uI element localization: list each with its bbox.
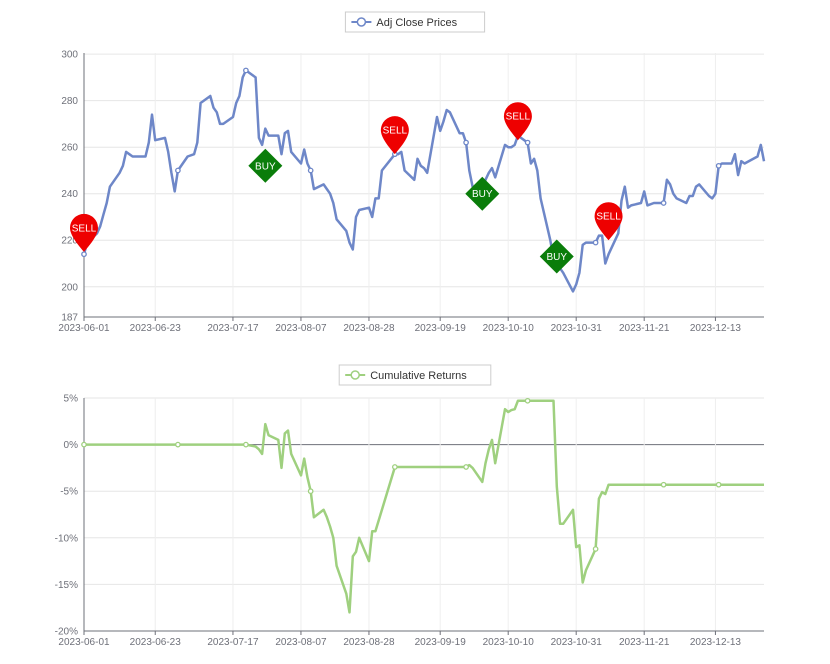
y-tick-label: 280 bbox=[61, 96, 78, 107]
buy-signal-marker: BUY bbox=[248, 148, 283, 183]
x-tick-label: 2023-06-23 bbox=[130, 637, 182, 648]
x-tick-label: 2023-08-28 bbox=[343, 323, 395, 334]
y-tick-label: 300 bbox=[61, 50, 78, 61]
y-tick-label: -10% bbox=[55, 533, 78, 544]
legend-box bbox=[338, 364, 492, 386]
x-tick-label: 2023-06-01 bbox=[58, 637, 110, 648]
data-point-marker bbox=[463, 464, 469, 470]
y-tick-label: 187 bbox=[61, 313, 78, 324]
sell-pin-shape bbox=[380, 116, 409, 155]
signal-label: SELL bbox=[596, 212, 621, 223]
data-point-marker bbox=[175, 167, 181, 174]
returns-chart: -20% -15% -10% -5% 0% 5% 2023-06-01 2023-06-23 2… bbox=[55, 364, 764, 648]
x-tick-label: 2023-12-13 bbox=[690, 323, 742, 334]
legend-swatch-marker bbox=[356, 17, 367, 27]
y-tick-label: 200 bbox=[61, 282, 78, 293]
y-tick-label: 0% bbox=[64, 440, 79, 451]
x-tick-label: 2023-10-31 bbox=[551, 637, 603, 648]
x-tick-label: 2023-11-21 bbox=[619, 323, 670, 334]
data-point-marker bbox=[243, 441, 249, 448]
legend-box bbox=[344, 11, 486, 33]
y-tick-label: -15% bbox=[55, 580, 78, 591]
data-point-marker bbox=[715, 481, 722, 488]
y-tick-label: 260 bbox=[61, 143, 78, 154]
data-point-marker bbox=[660, 200, 667, 206]
legend[interactable]: Adj Close Prices bbox=[344, 11, 486, 33]
data-point-marker bbox=[524, 139, 531, 146]
sell-signal-marker: SELL bbox=[380, 116, 409, 155]
data-point-marker bbox=[715, 162, 722, 169]
x-tick-label: 2023-10-10 bbox=[483, 637, 535, 648]
buy-signal-marker: BUY bbox=[465, 176, 500, 211]
legend-label: Adj Close Prices bbox=[376, 17, 457, 29]
series-line bbox=[84, 399, 764, 614]
series-line bbox=[82, 69, 766, 293]
x-tick-label: 2023-07-17 bbox=[207, 323, 259, 334]
data-point-marker bbox=[307, 167, 314, 174]
data-point-marker bbox=[592, 546, 599, 552]
data-point-marker bbox=[592, 239, 599, 246]
y-tick-label: 240 bbox=[61, 189, 78, 200]
signal-label: SELL bbox=[383, 126, 408, 137]
y-tick-label: -5% bbox=[60, 487, 78, 498]
data-point-marker bbox=[243, 67, 249, 74]
y-tick-label: 220 bbox=[61, 236, 78, 247]
legend-swatch-marker bbox=[350, 370, 360, 380]
x-tick-label: 2023-10-10 bbox=[483, 323, 535, 334]
data-point-marker bbox=[392, 464, 398, 470]
sell-pin-shape bbox=[70, 213, 98, 252]
buy-diamond-shape bbox=[465, 176, 500, 211]
sell-pin-shape bbox=[503, 102, 532, 141]
sell-signal-marker: SELL bbox=[594, 202, 623, 241]
signal-label: SELL bbox=[72, 223, 97, 234]
legend[interactable]: Cumulative Returns bbox=[338, 364, 492, 386]
x-tick-label: 2023-08-07 bbox=[275, 323, 327, 334]
x-tick-label: 2023-09-19 bbox=[415, 323, 467, 334]
signal-label: SELL bbox=[506, 112, 531, 123]
data-point-marker bbox=[307, 488, 314, 495]
price-chart: 187 200 220 240 260 280 300 2023-06-01 2023-06-2… bbox=[58, 11, 766, 334]
y-tick-label: -20% bbox=[55, 627, 78, 638]
x-tick-label: 2023-07-17 bbox=[207, 637, 259, 648]
data-point-marker bbox=[660, 481, 667, 488]
signal-label: BUY bbox=[472, 189, 493, 200]
signal-label: BUY bbox=[546, 252, 567, 263]
x-tick-label: 2023-10-31 bbox=[551, 323, 603, 334]
signal-label: BUY bbox=[255, 161, 276, 172]
sell-pin-shape bbox=[594, 202, 623, 241]
data-point-marker bbox=[81, 251, 87, 258]
x-tick-label: 2023-08-07 bbox=[275, 637, 327, 648]
x-tick-label: 2023-09-19 bbox=[415, 637, 467, 648]
buy-diamond-shape bbox=[248, 148, 283, 183]
x-tick-label: 2023-11-21 bbox=[619, 637, 670, 648]
data-point-marker bbox=[81, 441, 87, 448]
x-tick-label: 2023-08-28 bbox=[343, 637, 395, 648]
sell-signal-marker: SELL bbox=[503, 102, 532, 141]
data-point-marker bbox=[524, 397, 531, 404]
legend-label: Cumulative Returns bbox=[370, 370, 467, 382]
x-tick-label: 2023-06-01 bbox=[58, 323, 110, 334]
x-tick-label: 2023-06-23 bbox=[130, 323, 182, 334]
buy-signal-marker: BUY bbox=[539, 239, 574, 274]
sell-signal-marker: SELL bbox=[70, 213, 98, 252]
buy-diamond-shape bbox=[539, 239, 574, 274]
y-tick-label: 5% bbox=[64, 394, 79, 405]
data-point-marker bbox=[175, 441, 181, 448]
x-tick-label: 2023-12-13 bbox=[690, 637, 742, 648]
data-point-marker bbox=[463, 139, 469, 146]
